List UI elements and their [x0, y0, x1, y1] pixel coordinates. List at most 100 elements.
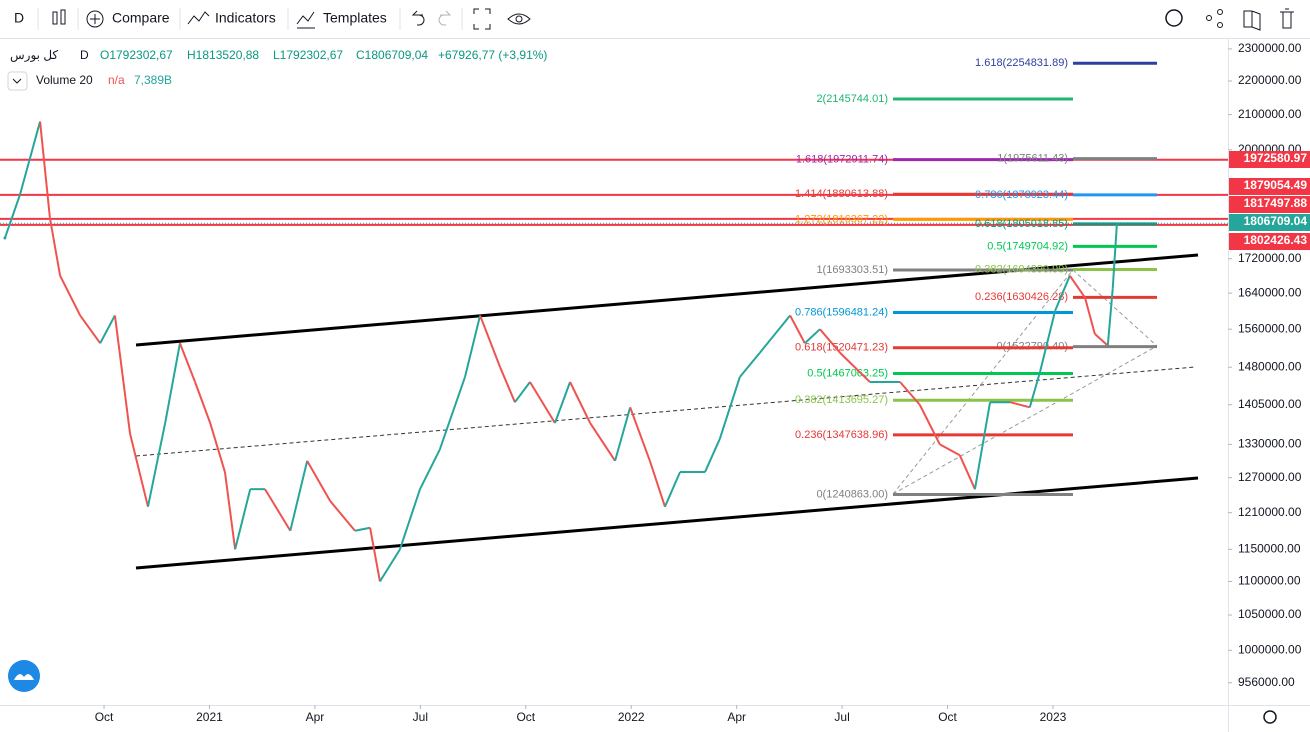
indicators-icon[interactable] [187, 11, 210, 25]
y-tick-label: 1270000.00 [1238, 470, 1302, 484]
eye-icon [515, 15, 523, 23]
x-tick-label: Jul [413, 710, 428, 724]
fib-extension-path [892, 269, 1158, 495]
y-tick-label: 1100000.00 [1238, 574, 1301, 588]
fib-label: 2(2145744.01) [816, 93, 888, 105]
x-tick-label: 2023 [1040, 710, 1067, 724]
x-tick-label: Oct [95, 710, 114, 724]
snapshot-button[interactable] [507, 13, 531, 25]
fib-label: 0.382(1413695.27) [795, 394, 888, 406]
price-segment [479, 315, 502, 368]
chevron [12, 78, 22, 84]
price-segment [79, 314, 101, 344]
fullscreen-button[interactable] [473, 8, 491, 30]
price-label: 1802426.43 [1244, 233, 1308, 247]
compare-label[interactable]: Compare [112, 10, 170, 26]
price-segment [306, 460, 331, 502]
symbol-interval: D [80, 48, 89, 62]
x-tick-label: 2022 [618, 710, 645, 724]
collapse-button[interactable] [7, 71, 28, 91]
fib-label: 0.786(1596481.24) [795, 306, 888, 318]
price-label: 1879054.49 [1244, 178, 1308, 192]
interval-button[interactable]: D [14, 10, 24, 26]
x-tick-label: Oct [516, 710, 535, 724]
price-segment [223, 471, 237, 550]
logo-mark [14, 674, 34, 680]
y-tick-label: 2200000.00 [1238, 73, 1302, 87]
open-value: O1792302,67 [100, 48, 173, 62]
price-segment [789, 314, 806, 344]
y-tick-label: 2300000.00 [1238, 41, 1302, 55]
price-segment [179, 342, 196, 383]
fib-label: 1.618(2254831.89) [975, 57, 1068, 69]
price-segment [1028, 371, 1041, 408]
price-segment [739, 352, 761, 378]
price-segment [939, 443, 961, 457]
price-segment [958, 454, 976, 490]
settings-button[interactable] [1165, 9, 1183, 27]
price-segment [918, 404, 941, 445]
close-value: C1806709,04 [356, 48, 428, 62]
price-segment [19, 121, 42, 195]
price-segment [1038, 310, 1057, 373]
volume-title: Volume 20 [36, 73, 93, 87]
channel-mid [135, 366, 1196, 457]
fib-label: 1.414(1880613.88) [795, 188, 888, 200]
chart-type-button[interactable] [52, 9, 66, 25]
price-segment [804, 328, 821, 344]
price-segment [379, 548, 401, 582]
y-tick-label: 1720000.00 [1238, 251, 1302, 265]
delete-button[interactable] [1280, 8, 1294, 29]
price-segment [1111, 223, 1118, 289]
price-segment [369, 527, 381, 582]
price-label-box [1229, 151, 1310, 168]
fib-label: 0.618(1805018.85) [975, 218, 1068, 230]
price-label: 1972580.97 [1244, 151, 1308, 165]
fib-label: 0.236(1347638.96) [795, 429, 888, 441]
axis-settings-button[interactable] [1263, 710, 1277, 724]
indicators-label[interactable]: Indicators [215, 10, 276, 26]
price-segment [129, 433, 149, 507]
compare-button[interactable] [86, 10, 104, 28]
x-tick-label: Oct [938, 710, 957, 724]
price-segment [839, 352, 871, 383]
top-toolbar [0, 0, 1310, 38]
price-segment [1094, 333, 1109, 347]
fib-label: 0.382(1694390.99) [975, 263, 1068, 275]
volume-value: 7,389B [134, 73, 172, 87]
price-segment [419, 449, 441, 490]
price-segment [209, 422, 226, 473]
y-tick-label: 1150000.00 [1238, 542, 1301, 556]
templates-icon[interactable] [296, 11, 315, 29]
low-value: L1792302,67 [273, 48, 343, 62]
price-label-box [1229, 178, 1310, 195]
symbol-name: کل بورس [10, 48, 58, 62]
price-segment [438, 376, 466, 451]
y-tick-label: 1560000.00 [1238, 321, 1302, 335]
price-segment [264, 488, 292, 532]
price-segment [514, 381, 531, 403]
price-label-box [1229, 196, 1310, 213]
undo-button[interactable] [411, 10, 425, 26]
last-price-label: 1806709.04 [1244, 214, 1308, 228]
share-button[interactable] [1206, 9, 1223, 28]
y-tick-label: 1405000.00 [1238, 397, 1302, 411]
price-segment [1106, 288, 1114, 346]
fib-label: 0.618(1520471.23) [795, 342, 888, 354]
price-segment [164, 343, 181, 424]
fib-label: 0.786(1878923.44) [975, 189, 1068, 201]
redo-button[interactable] [438, 10, 452, 26]
price-segment [664, 471, 681, 508]
ideas-button[interactable] [1243, 10, 1261, 31]
fib-label: 1.618(1972911.74) [796, 154, 888, 166]
price-segment [354, 526, 371, 532]
plot-area: 1.618(2254831.89) 2(2145744.01) 1.618(1972… [0, 57, 1228, 582]
y-tick-label: 1000000.00 [1238, 642, 1302, 656]
price-segment [59, 275, 82, 316]
price-segment [614, 407, 632, 462]
templates-label[interactable]: Templates [323, 10, 387, 26]
logo-button[interactable] [8, 660, 40, 692]
price-segment [113, 315, 132, 434]
